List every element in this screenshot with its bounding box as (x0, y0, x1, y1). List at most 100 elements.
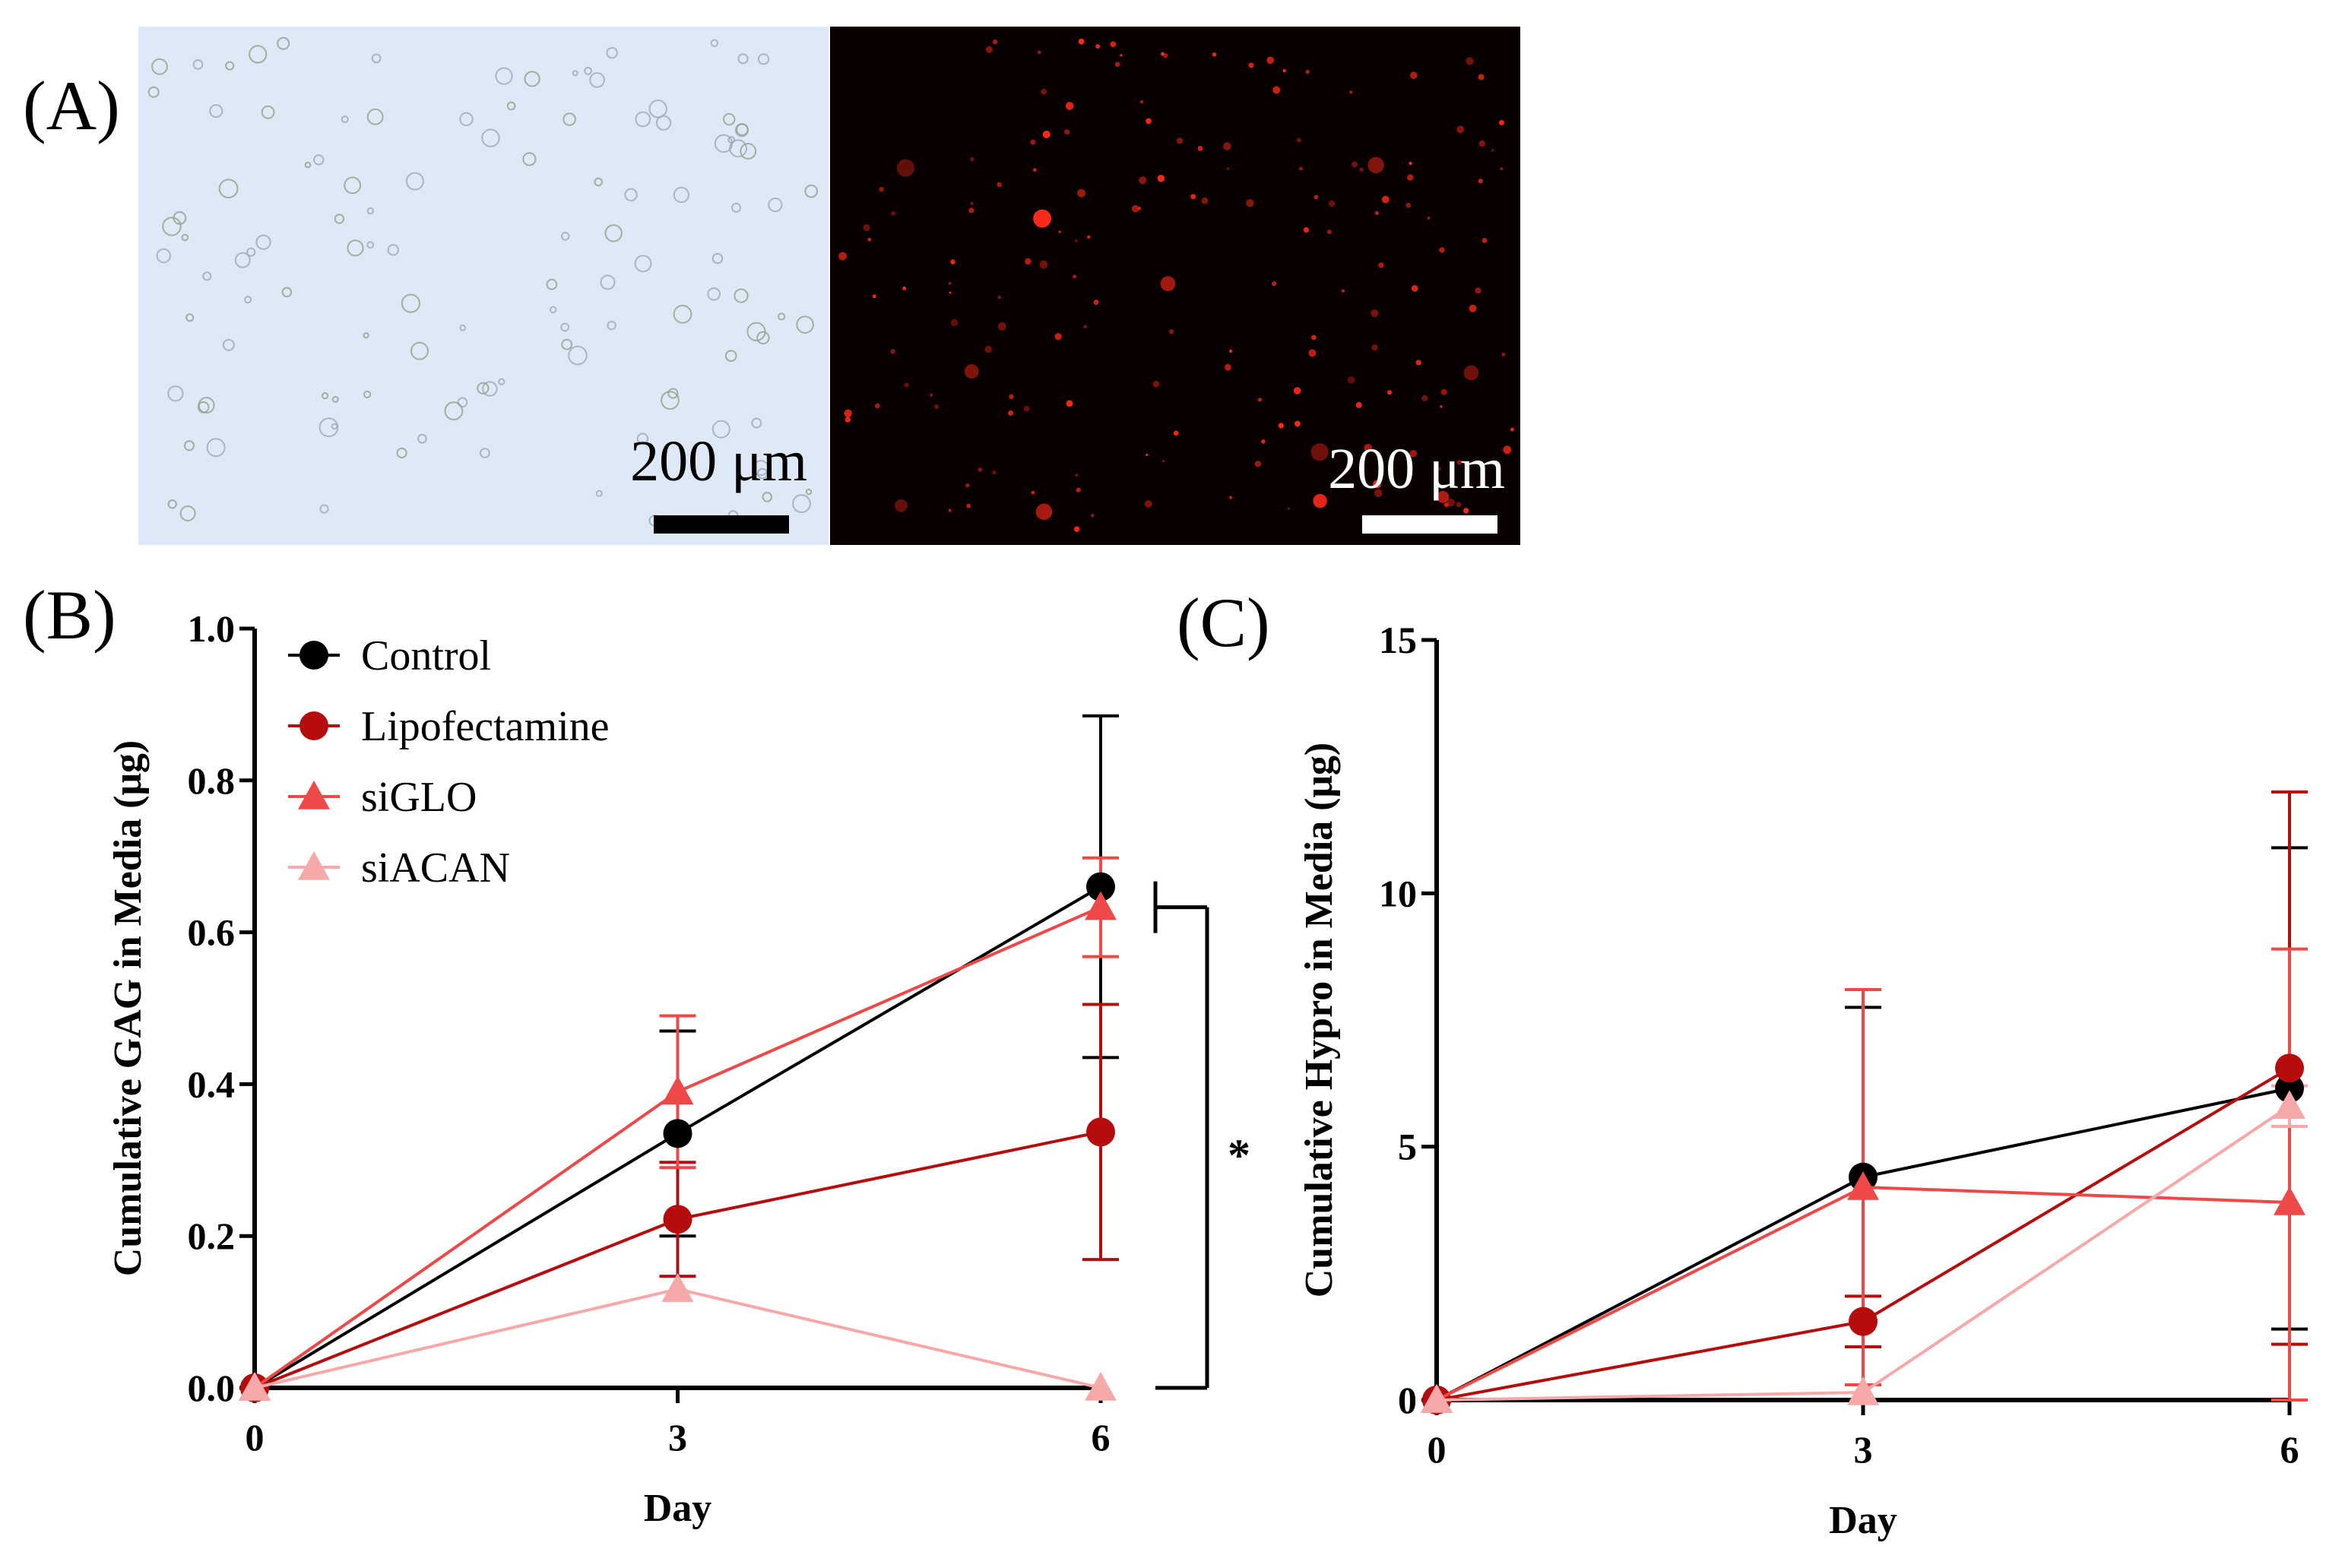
fluorescence-spot (1023, 405, 1030, 412)
fluorescence-spot (1355, 401, 1362, 408)
fluorescence-spot (1313, 493, 1327, 508)
brightfield-cell (746, 322, 766, 341)
fluorescence-spot (1440, 405, 1443, 408)
brightfield-cell (624, 188, 638, 201)
brightfield-cell (410, 341, 429, 360)
fluorescence-spot (992, 39, 998, 45)
brightfield-cell (405, 172, 424, 191)
fluorescence-spot (1328, 200, 1336, 207)
brightfield-cell (366, 108, 384, 125)
fluorescence-spot (1146, 453, 1149, 457)
brightfield-cell (495, 67, 513, 85)
brightfield-cell (371, 53, 382, 64)
fluorescence-spot (1169, 329, 1174, 334)
fluorescence-spot (1257, 398, 1263, 402)
brightfield-cell (480, 448, 490, 458)
fluorescence-spot (1352, 161, 1358, 168)
brightfield-cell (673, 305, 692, 324)
y-tick-label: 1.0 (188, 607, 236, 650)
brightfield-cell (334, 214, 345, 224)
brightfield-cell (331, 396, 339, 403)
brightfield-cell (595, 489, 603, 497)
brightfield-cell (396, 447, 407, 459)
y-tick-label: 0.0 (188, 1367, 236, 1409)
brightfield-cell (673, 186, 690, 203)
fluorescence-spot (1201, 197, 1209, 204)
fluorescence-spot (950, 259, 955, 265)
fluorescence-spot (1481, 238, 1488, 243)
fluorescence-spot (1229, 496, 1233, 499)
fluorescence-spot (1176, 138, 1184, 144)
fluorescence-spot (1427, 217, 1431, 220)
brightfield-cell (151, 58, 168, 75)
brightfield-cell (568, 345, 588, 366)
x-tick-label: 0 (246, 1416, 265, 1459)
fluorescence-spot (1041, 88, 1047, 95)
legend-marker (299, 641, 328, 670)
brightfield-cell (344, 176, 362, 195)
brightfield-cell (762, 492, 773, 502)
fluorescence-spot (1139, 176, 1147, 185)
brightfield-cell (506, 101, 516, 111)
fluorescence-spot (1272, 281, 1277, 287)
fluorescence-spot (948, 508, 952, 512)
panel-label-a: (A) (23, 67, 120, 144)
y-tick-label: 0.4 (188, 1063, 236, 1105)
brightfield-cell (655, 115, 672, 131)
brightfield-cell (707, 287, 721, 301)
fluorescence-spot (968, 207, 974, 214)
fluorescence-micrograph: 200 μm (830, 27, 1520, 545)
fluorescence-spot (1287, 507, 1290, 510)
brightfield-cell (711, 252, 724, 265)
fluorescence-spot (1367, 157, 1384, 173)
data-point-siglo (1085, 891, 1117, 920)
fluorescence-spot (997, 182, 1002, 188)
fluorescence-spot (1033, 168, 1037, 172)
fluorescence-spot (1042, 130, 1051, 138)
brightfield-cell (756, 331, 770, 345)
fluorescence-spot (1500, 167, 1503, 170)
fluorescence-spot (1212, 52, 1217, 57)
brightfield-cell (805, 488, 813, 496)
fluorescence-spot (1308, 349, 1317, 357)
fluorescence-spot (1058, 230, 1061, 233)
fluorescence-spot (1405, 202, 1412, 208)
fluorescence-spot (1131, 204, 1139, 213)
fluorescence-spot (1381, 195, 1390, 204)
fluorescence-spot (1314, 195, 1319, 200)
brightfield-cell (607, 321, 616, 331)
fluorescence-spot (1114, 62, 1120, 67)
fluorescence-spot (1054, 333, 1062, 341)
data-point-siglo (2274, 1186, 2305, 1215)
fluorescence-spot (902, 286, 907, 290)
brightfield-cell (727, 136, 736, 144)
brightfield-cell (768, 197, 783, 213)
brightfield-cell (281, 287, 293, 298)
brightfield-cell (606, 46, 618, 59)
fluorescence-spot (1342, 289, 1345, 293)
brightfield-cell (648, 100, 667, 119)
fluorescence-spot (896, 159, 914, 177)
brightfield-background (138, 27, 829, 545)
fluorescence-spot (1371, 344, 1378, 351)
brightfield-cell (756, 467, 768, 480)
fluorescence-spot (966, 503, 971, 508)
y-tick-label: 0.2 (188, 1215, 236, 1257)
fluorescence-spot (1296, 138, 1301, 143)
fluorescence-spot (1065, 102, 1074, 110)
fluorescence-spot (1074, 239, 1078, 242)
fluorescence-spot (1031, 490, 1035, 495)
fluorescence-spot (1439, 247, 1445, 253)
legend-marker (299, 711, 328, 740)
brightfield-cell (366, 241, 375, 249)
fluorescence-spot (1076, 487, 1081, 493)
fluorescence-spot (1157, 175, 1165, 182)
brightfield-cell (636, 432, 649, 445)
brightfield-cell (661, 391, 680, 410)
brightfield-cell (277, 36, 290, 50)
fluorescence-spot (1421, 394, 1428, 402)
x-axis-title: Day (1829, 1499, 1897, 1542)
fluorescence-spot (1035, 503, 1053, 521)
data-point-siglo (1847, 1171, 1879, 1200)
